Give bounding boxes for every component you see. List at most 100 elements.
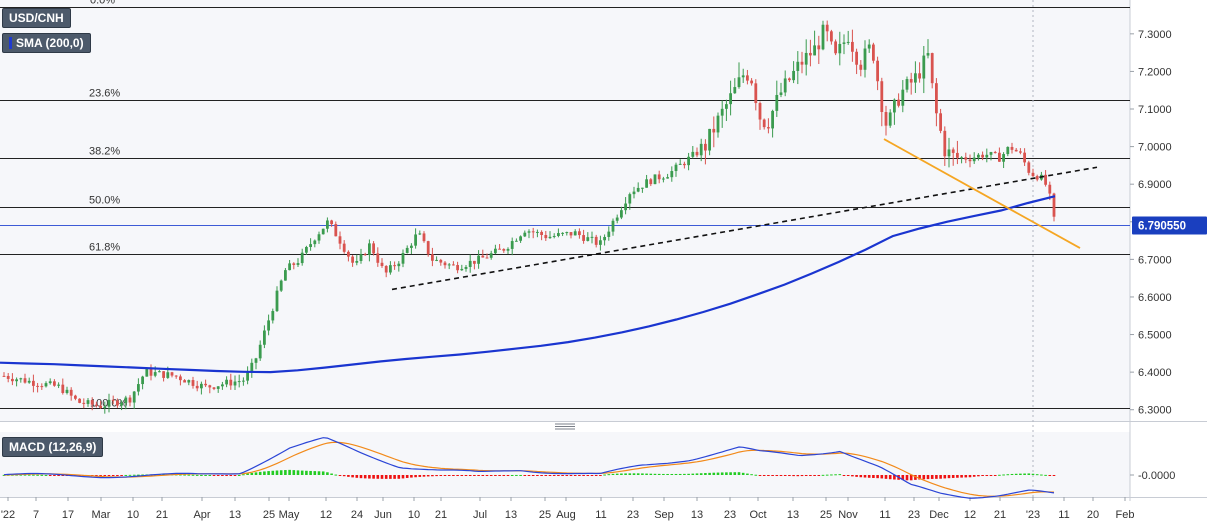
macd-histogram-bar	[821, 474, 825, 476]
candle-body	[573, 231, 577, 236]
x-tick-label: 24	[351, 509, 363, 521]
candle-body	[523, 232, 527, 237]
candle-body	[124, 397, 128, 403]
macd-histogram-bar	[922, 475, 926, 480]
candle-body	[762, 119, 766, 128]
candle	[191, 376, 195, 389]
candle-body	[363, 254, 367, 256]
candle	[107, 393, 111, 413]
candle-body	[321, 228, 325, 235]
candle-body	[422, 233, 426, 242]
macd-histogram-bar	[729, 472, 732, 475]
candle-body	[267, 320, 270, 331]
candle	[1031, 168, 1035, 177]
candle	[762, 118, 766, 130]
macd-histogram-bar	[498, 475, 501, 476]
candle-body	[624, 203, 627, 211]
candle	[162, 371, 165, 382]
candle	[447, 262, 451, 270]
macd-histogram-bar	[128, 474, 132, 476]
candle	[552, 233, 556, 239]
candle	[53, 379, 56, 387]
macd-histogram-bar	[48, 475, 52, 476]
x-tick-label: Jun	[374, 509, 392, 521]
y-tick-label: 6.3000	[1138, 405, 1172, 417]
candle	[338, 231, 342, 250]
candle-body	[809, 52, 812, 56]
candle-body	[699, 143, 703, 156]
candle	[44, 381, 48, 388]
candle-body	[481, 255, 485, 258]
candle-body	[716, 115, 720, 133]
candle	[695, 147, 699, 158]
candle-body	[708, 128, 711, 151]
candle-body	[1035, 176, 1039, 180]
macd-histogram-bar	[641, 473, 644, 475]
macd-histogram-bar	[645, 473, 648, 475]
candle	[103, 401, 107, 414]
macd-histogram-bar	[464, 475, 468, 476]
candle	[594, 234, 598, 248]
macd-histogram-bar	[124, 474, 128, 476]
candle	[359, 248, 363, 264]
candle	[888, 109, 892, 128]
symbol-text: USD/CNH	[9, 11, 64, 25]
candle-body	[313, 240, 317, 245]
macd-histogram-bar	[422, 475, 426, 477]
candle	[977, 153, 980, 161]
macd-histogram-bar	[594, 475, 598, 476]
candles-group	[2, 20, 1056, 414]
candle	[741, 68, 745, 83]
candle	[792, 61, 795, 84]
macd-histogram-bar	[884, 475, 888, 479]
candle-body	[296, 263, 300, 265]
macd-histogram-bar	[44, 474, 48, 476]
sma-indicator-label[interactable]: SMA (200,0)	[2, 33, 91, 53]
candle-body	[678, 163, 682, 165]
candle-body	[246, 372, 249, 381]
macd-histogram-bar	[368, 475, 371, 479]
macd-histogram-bar	[1019, 473, 1022, 475]
candle	[380, 258, 384, 268]
candle-body	[863, 48, 867, 70]
candle-body	[485, 257, 489, 259]
macd-histogram-bar	[767, 475, 770, 476]
candle-body	[279, 280, 283, 291]
macd-histogram-bar	[2, 474, 6, 476]
candle	[561, 232, 564, 237]
candle	[687, 152, 690, 171]
candle	[712, 116, 716, 148]
x-tick-label: Oct	[749, 509, 766, 521]
macd-histogram-bar	[183, 474, 186, 476]
candle-body	[897, 99, 900, 106]
macd-indicator-label[interactable]: MACD (12,26,9)	[2, 437, 104, 457]
candle	[586, 232, 590, 242]
candle-body	[851, 41, 854, 52]
candle-body	[426, 241, 430, 255]
candle	[204, 379, 207, 388]
candle-body	[645, 179, 648, 188]
macd-histogram-bar	[506, 475, 510, 476]
candle-body	[347, 251, 350, 257]
macd-histogram-bar	[1048, 475, 1052, 476]
candle-body	[372, 243, 375, 254]
candle-body	[720, 108, 724, 116]
candle-body	[494, 248, 497, 254]
candle	[691, 145, 695, 159]
candle	[943, 126, 947, 166]
candle	[288, 259, 291, 271]
symbol-label[interactable]: USD/CNH	[2, 8, 71, 28]
candle	[674, 162, 678, 177]
macd-histogram-bar	[229, 475, 233, 476]
macd-histogram-bar	[712, 472, 716, 475]
macd-histogram-bar	[141, 474, 144, 476]
candle-body	[771, 110, 774, 129]
candle	[909, 72, 913, 95]
panel-resize-handle[interactable]	[555, 423, 575, 430]
candle	[825, 20, 829, 42]
candle	[405, 245, 409, 254]
x-tick-label: 12	[320, 509, 332, 521]
candle	[422, 231, 426, 243]
candle-body	[221, 384, 224, 387]
